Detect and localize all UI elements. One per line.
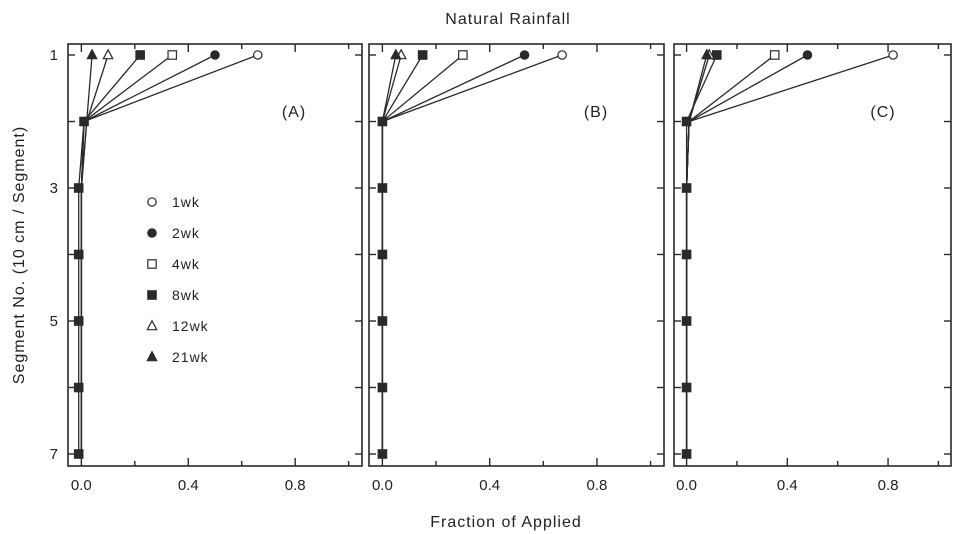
series-filled-circle (381, 50, 530, 454)
panel-label: (B) (584, 104, 608, 121)
legend-label: 4wk (172, 256, 200, 272)
x-tick-label: 0.4 (178, 477, 199, 494)
legend-marker (147, 197, 157, 207)
x-tick-label: 0.0 (372, 477, 393, 494)
data-point (73, 183, 84, 193)
legend-item: 21wk (146, 349, 209, 365)
data-point (210, 50, 220, 60)
series-open-square (685, 50, 780, 454)
data-point (86, 48, 98, 60)
data-point (802, 50, 813, 60)
data-point (79, 116, 89, 127)
legend-label: 8wk (172, 287, 200, 303)
series-open-square (381, 50, 468, 454)
series-line (381, 54, 424, 454)
legend-item: 8wk (147, 287, 200, 303)
data-point (681, 116, 692, 127)
legend-marker (146, 350, 158, 362)
series-line (78, 54, 141, 454)
data-point (557, 50, 567, 60)
y-axis-label: Segment No. (10 cm / Segment) (11, 126, 28, 384)
legend-item: 12wk (146, 318, 209, 334)
series-filled-triangle (80, 48, 98, 454)
panel-label: (C) (870, 104, 895, 121)
series-open-circle (685, 50, 898, 454)
x-tick-label: 0.4 (777, 477, 798, 494)
data-point (73, 316, 84, 326)
data-point (102, 48, 114, 60)
series-line (80, 54, 93, 454)
data-point (417, 50, 428, 60)
series-line (685, 54, 708, 454)
y-tick-label: 1 (50, 47, 58, 64)
legend-item: 4wk (147, 256, 200, 272)
series-open-square (80, 50, 178, 454)
panels: 1 3 5 7 0.0 0.4 0.8 (A) 0.0 0.4 0.8 (B) 0.0 0.4 0.8 (C) (50, 43, 952, 494)
series-line (381, 54, 563, 454)
legend-marker (147, 290, 157, 300)
data-point (701, 48, 713, 60)
legend-marker (147, 259, 157, 269)
legend-marker (146, 319, 158, 331)
series-line (381, 54, 464, 454)
legend-label: 2wk (172, 225, 200, 241)
series-open-triangle (80, 48, 114, 454)
legend-item: 2wk (147, 225, 200, 241)
x-tick-label: 0.8 (878, 477, 899, 494)
data-point (167, 50, 178, 60)
data-point (888, 50, 898, 60)
series-filled-triangle (381, 48, 402, 454)
panel-1: 1 3 5 7 0.0 0.4 0.8 (A) (50, 43, 363, 494)
series-open-circle (381, 50, 567, 454)
series-filled-square (73, 50, 145, 459)
x-tick-label: 0.8 (587, 477, 608, 494)
y-tick-label: 5 (50, 313, 58, 330)
series-filled-circle (685, 50, 813, 454)
series-line (80, 54, 259, 454)
legend: 1wk 2wk 4wk 8wk 12wk 21wk (146, 194, 209, 365)
series-open-circle (80, 50, 263, 454)
x-tick-label: 0.8 (285, 477, 306, 494)
legend-marker (147, 228, 157, 238)
figure-title: Natural Rainfall (445, 11, 570, 28)
legend-label: 21wk (172, 349, 209, 365)
panel-3: 0.0 0.4 0.8 (C) (673, 43, 952, 494)
data-point (73, 382, 84, 393)
data-point (73, 249, 84, 260)
y-tick-label: 7 (50, 446, 58, 463)
legend-label: 1wk (172, 194, 200, 210)
panel-2: 0.0 0.4 0.8 (B) (368, 43, 665, 494)
series-filled-triangle (685, 48, 713, 454)
legend-label: 12wk (172, 318, 209, 334)
data-point (252, 50, 263, 60)
data-point (458, 50, 468, 60)
y-tick-label: 3 (50, 180, 58, 197)
series-line (685, 54, 808, 454)
data-point (519, 50, 530, 60)
series-line (80, 54, 173, 454)
data-point (769, 50, 780, 60)
legend-item: 1wk (147, 194, 200, 210)
series-line (80, 54, 109, 454)
x-tick-label: 0.0 (676, 477, 697, 494)
series-line (381, 54, 525, 454)
x-tick-label: 0.4 (479, 477, 500, 494)
series-line (685, 54, 894, 454)
series-filled-circle (80, 50, 220, 454)
x-axis-label: Fraction of Applied (430, 514, 582, 531)
data-point (135, 50, 145, 60)
series-line (381, 54, 397, 454)
x-tick-label: 0.0 (71, 477, 92, 494)
data-point (390, 48, 402, 60)
panel-label: (A) (282, 104, 306, 121)
data-point (73, 449, 84, 459)
